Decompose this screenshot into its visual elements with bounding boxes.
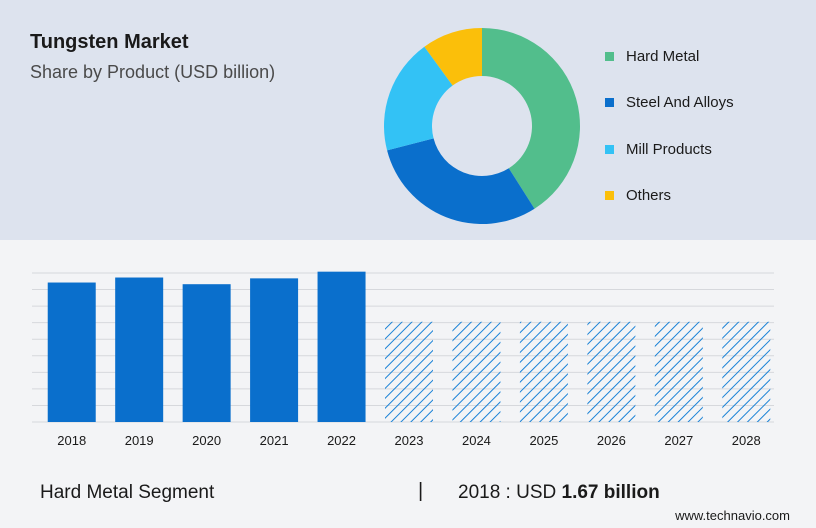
legend-item-steel-and-alloys: Steel And Alloys (605, 94, 734, 111)
forecast-bar-2023 (385, 321, 433, 422)
segment-value: 2018 : USD 1.67 billion (458, 482, 660, 504)
bar-2021 (250, 278, 299, 422)
footer-separator: | (418, 480, 424, 502)
forecast-bar-2026 (587, 321, 636, 422)
x-tick-label-2020: 2020 (192, 433, 221, 448)
x-tick-label-2022: 2022 (327, 433, 356, 448)
x-tick-label-2025: 2025 (529, 433, 558, 448)
x-tick-label-2019: 2019 (125, 433, 154, 448)
forecast-bar-2028 (722, 321, 771, 422)
legend-item-hard-metal: Hard Metal (605, 48, 699, 65)
legend-label-hard-metal: Hard Metal (626, 48, 700, 65)
chart-title: Tungsten Market (30, 31, 189, 53)
segment-label: Hard Metal Segment (40, 482, 215, 503)
forecast-bar-2027 (654, 321, 703, 422)
x-tick-label-2024: 2024 (462, 433, 491, 448)
x-tick-label-2021: 2021 (260, 433, 289, 448)
segment-value-prefix: 2018 : USD (458, 482, 562, 503)
legend-item-others: Others (605, 187, 671, 204)
legend-label-mill-products: Mill Products (626, 141, 712, 158)
bar-2020 (182, 284, 231, 422)
donut-slice-mill-products (384, 46, 453, 151)
website-link[interactable]: www.technavio.com (675, 508, 790, 523)
bar-chart: 2018 2019 2020 2021 2022 2023 2024 2025 2026 2027… (32, 271, 774, 448)
legend-swatch-hard-metal (605, 52, 614, 61)
legend-label-others: Others (626, 187, 672, 204)
bar-2019 (115, 277, 164, 422)
x-tick-label-2027: 2027 (664, 433, 693, 448)
legend-swatch-mill-products (605, 145, 614, 154)
segment-value-amount: 1.67 billion (561, 482, 660, 503)
legend-label-steel-and-alloys: Steel And Alloys (626, 94, 734, 111)
donut-chart (384, 28, 580, 224)
chart-subtitle: Share by Product (USD billion) (30, 62, 276, 82)
x-tick-label-2026: 2026 (597, 433, 626, 448)
x-tick-label-2028: 2028 (732, 433, 761, 448)
x-tick-label-2023: 2023 (395, 433, 424, 448)
donut-slice-steel-and-alloys (387, 138, 535, 224)
legend-swatch-steel-and-alloys (605, 98, 614, 107)
x-tick-label-2018: 2018 (57, 433, 86, 448)
legend-swatch-others (605, 191, 614, 200)
donut-slice-others (424, 28, 482, 86)
donut-slice-hard-metal (482, 28, 580, 209)
forecast-bar-2025 (519, 321, 568, 422)
bar-2022 (317, 271, 366, 422)
bar-2018 (47, 282, 96, 422)
forecast-bar-2024 (452, 321, 501, 422)
legend-item-mill-products: Mill Products (605, 141, 712, 158)
